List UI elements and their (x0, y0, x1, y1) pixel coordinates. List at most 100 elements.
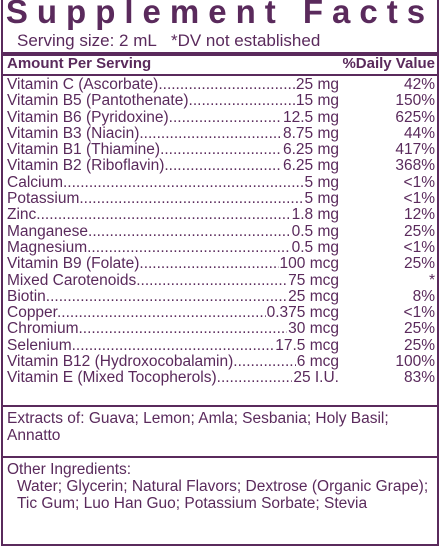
nutrient-name: Chromium (7, 321, 339, 337)
column-header: Amount Per Serving %Daily Value (7, 55, 435, 73)
nutrient-amount: 6.25 mg (281, 141, 339, 159)
nutrient-name-text: Vitamin B12 (Hydroxocobalamin) (7, 354, 234, 371)
nutrient-row: Vitamin B1 (Thiamine) 6.25 mg 417% (7, 141, 435, 159)
nutrient-name-text: Vitamin B3 (Niacin) (7, 125, 140, 142)
nutrient-name: Vitamin B9 (Folate) (7, 256, 339, 272)
nutrient-name-text: Magnesium (7, 239, 88, 256)
nutrient-name-text: Vitamin B6 (Pyridoxine) (7, 109, 169, 126)
nutrient-amount: 1.8 mg (290, 206, 339, 224)
nutrient-name-text: Manganese (7, 223, 89, 240)
other-ingredients-text: Water; Glycerin; Natural Flavors; Dextro… (17, 478, 429, 512)
nutrient-name-text: Mixed Carotenoids (7, 272, 137, 289)
nutrient-daily-value: 625% (395, 108, 435, 126)
nutrient-amount: 25 mg (294, 76, 339, 94)
nutrient-daily-value: 417% (395, 141, 435, 159)
nutrient-name-text: Vitamin B1 (Thiamine) (7, 142, 161, 159)
nutrient-row: Vitamin B2 (Riboflavin) 6.25 mg 368% (7, 157, 435, 175)
nutrient-row: Potassium 5 mg <1% (7, 190, 435, 208)
nutrient-row: Magnesium 0.5 mg <1% (7, 238, 435, 257)
nutrient-daily-value: 150% (395, 92, 435, 110)
nutrient-daily-value: <1% (403, 190, 435, 208)
dv-note: *DV not established (170, 31, 321, 50)
nutrient-daily-value: * (428, 271, 435, 289)
other-divider (3, 456, 437, 458)
nutrient-row: Vitamin B5 (Pantothenate) 15 mg 150% (7, 92, 435, 110)
nutrient-name: Magnesium (7, 240, 339, 256)
nutrient-name-text: Chromium (7, 321, 79, 338)
nutrient-amount: 5 mg (303, 173, 339, 192)
nutrient-daily-value: 42% (403, 76, 435, 93)
nutrient-name: Mixed Carotenoids (7, 273, 339, 289)
other-ingredients-label: Other Ingredients: (7, 461, 132, 478)
nutrient-amount: 5 mg (303, 190, 339, 208)
nutrient-name-text: Vitamin B2 (Riboflavin) (7, 158, 165, 175)
nutrient-name-text: Selenium (7, 337, 72, 354)
nutrient-name-text: Calcium (7, 174, 63, 191)
nutrient-name: Vitamin B6 (Pyridoxine) (7, 110, 339, 126)
nutrient-name: Vitamin B2 (Riboflavin) (7, 158, 339, 174)
nutrient-amount: 75 mcg (287, 271, 339, 289)
nutrient-daily-value: 12% (403, 206, 435, 224)
nutrient-amount: 0.375 mcg (265, 304, 339, 322)
nutrient-daily-value: 25% (403, 222, 435, 240)
panel-title: Supplement Facts (5, 0, 435, 30)
nutrient-name-text: Vitamin B5 (Pantothenate) (7, 93, 189, 110)
nutrient-daily-value: 83% (403, 369, 435, 387)
nutrient-daily-value: <1% (403, 173, 435, 191)
nutrient-daily-value: 8% (412, 287, 435, 305)
amount-per-serving-label: Amount Per Serving (7, 55, 152, 72)
nutrient-name-text: Biotin (7, 288, 46, 305)
nutrient-row: Vitamin B3 (Niacin) 8.75 mg 44% (7, 124, 435, 143)
nutrient-name: Potassium (7, 191, 339, 207)
nutrient-row: Selenium 17.5 mcg 25% (7, 336, 435, 355)
nutrient-daily-value: 25% (403, 320, 435, 338)
nutrient-name-text: Potassium (7, 191, 80, 208)
nutrient-amount: 6 mcg (295, 353, 339, 371)
nutrient-name-text: Vitamin C (Ascorbate) (7, 77, 159, 93)
nutrient-daily-value: <1% (403, 304, 435, 322)
nutrient-name-text: Copper (7, 305, 57, 322)
other-ingredients: Other Ingredients: Water; Glycerin; Natu… (7, 461, 433, 512)
nutrient-daily-value: 368% (395, 157, 435, 175)
nutrient-amount: 6.25 mg (281, 157, 339, 175)
nutrient-amount: 12.5 mg (281, 108, 339, 126)
serving-size: Serving size: 2 mL (17, 31, 157, 50)
nutrient-name-text: Vitamin B9 (Folate) (7, 256, 140, 273)
nutrient-amount: 0.5 mg (290, 222, 339, 240)
extracts-text: Extracts of: Guava; Lemon; Amla; Sesbani… (7, 410, 389, 444)
nutrient-name: Vitamin B1 (Thiamine) (7, 142, 339, 158)
nutrient-name: Zinc (7, 207, 339, 223)
nutrient-name: Biotin (7, 289, 339, 305)
nutrient-row: Copper 0.375 mcg <1% (7, 304, 435, 322)
thick-divider (3, 52, 437, 56)
nutrient-amount: 30 mcg (287, 320, 339, 338)
nutrient-daily-value: 100% (395, 353, 435, 371)
header-divider (3, 74, 437, 76)
nutrient-amount: 15 mg (294, 92, 339, 110)
nutrient-name: Vitamin B3 (Niacin) (7, 126, 339, 142)
nutrient-amount: 25 mcg (287, 287, 339, 306)
nutrient-amount: 8.75 mg (281, 124, 339, 143)
nutrient-row: Chromium 30 mcg 25% (7, 320, 435, 338)
daily-value-label: %Daily Value (342, 55, 435, 72)
nutrient-daily-value: <1% (403, 238, 435, 256)
nutrient-name: Vitamin E (Mixed Tocopherols) (7, 370, 339, 386)
nutrient-row: Vitamin C (Ascorbate) 25 mg 42% (7, 76, 435, 94)
nutrient-row: Biotin 25 mcg 8% (7, 287, 435, 306)
nutrient-row: Vitamin B9 (Folate) 100 mcg 25% (7, 255, 435, 273)
nutrient-name-text: Vitamin E (Mixed Tocopherols) (7, 370, 217, 387)
nutrient-name-text: Zinc (7, 207, 37, 224)
nutrient-name: Copper (7, 305, 339, 321)
nutrient-daily-value: 25% (403, 336, 435, 354)
nutrient-daily-value: 44% (403, 124, 435, 142)
nutrient-name: Calcium (7, 175, 339, 191)
nutrient-amount: 0.5 mg (290, 238, 339, 257)
nutrient-row: Mixed Carotenoids 75 mcg * (7, 271, 435, 289)
nutrient-name: Manganese (7, 224, 339, 240)
nutrient-row: Vitamin B6 (Pyridoxine) 12.5 mg 625% (7, 108, 435, 126)
nutrient-row: Zinc 1.8 mg 12% (7, 206, 435, 224)
nutrient-amount: 100 mcg (278, 255, 339, 273)
nutrient-amount: 25 I.U. (292, 369, 339, 387)
